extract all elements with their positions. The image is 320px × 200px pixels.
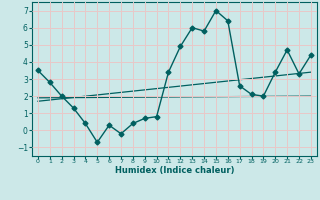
X-axis label: Humidex (Indice chaleur): Humidex (Indice chaleur) <box>115 166 234 175</box>
